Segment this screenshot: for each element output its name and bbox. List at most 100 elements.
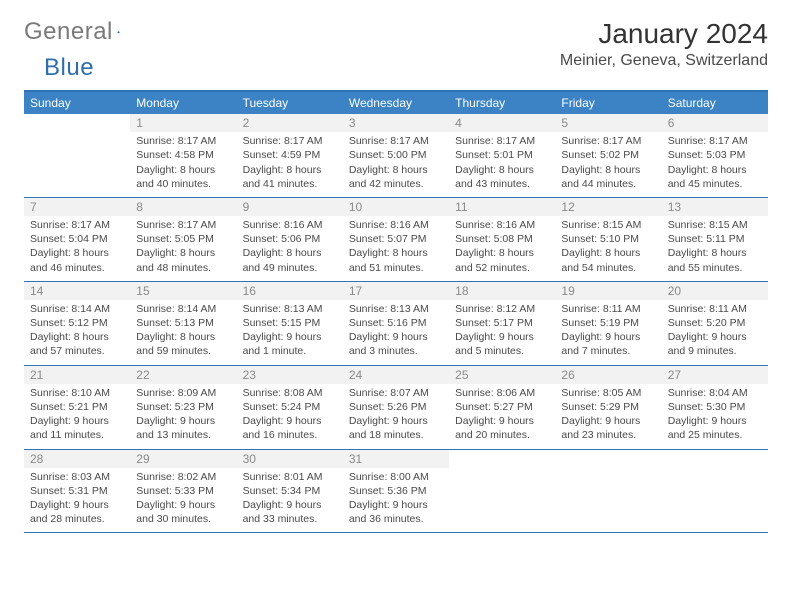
sunset-text: Sunset: 5:36 PM (349, 484, 443, 498)
day-number: 1 (130, 114, 236, 132)
sunrise-text: Sunrise: 8:16 AM (349, 218, 443, 232)
day-cell: 3 Sunrise: 8:17 AMSunset: 5:00 PMDaylight… (343, 114, 449, 197)
day-cell: 30Sunrise: 8:01 AMSunset: 5:34 PMDayligh… (237, 450, 343, 533)
sunrise-text: Sunrise: 8:17 AM (136, 218, 230, 232)
day-number: 15 (130, 282, 236, 300)
sunset-text: Sunset: 5:06 PM (243, 232, 337, 246)
daylight-text: and 43 minutes. (455, 177, 549, 191)
daylight-text: Daylight: 9 hours (243, 498, 337, 512)
day-cell: 5Sunrise: 8:17 AMSunset: 5:02 PMDaylight… (555, 114, 661, 197)
day-cell: 21Sunrise: 8:10 AMSunset: 5:21 PMDayligh… (24, 366, 130, 449)
day-cell: 23 Sunrise: 8:08 AMSunset: 5:24 PMDayligh… (237, 366, 343, 449)
sunrise-text: Sunrise: 8:16 AM (243, 218, 337, 232)
daylight-text: Daylight: 9 hours (455, 414, 549, 428)
daylight-text: Daylight: 8 hours (561, 163, 655, 177)
sunset-text: Sunset: 5:30 PM (668, 400, 762, 414)
day-cell: 12Sunrise: 8:15 AMSunset: 5:10 PMDayligh… (555, 198, 661, 281)
day-cell: 13Sunrise: 8:15 AMSunset: 5:11 PMDayligh… (662, 198, 768, 281)
sunrise-text: Sunrise: 8:04 AM (668, 386, 762, 400)
daylight-text: and 1 minute. (243, 344, 337, 358)
daylight-text: Daylight: 8 hours (243, 163, 337, 177)
day-cell (662, 450, 768, 533)
daylight-text: Daylight: 9 hours (243, 414, 337, 428)
day-number: 3 (343, 114, 449, 132)
sunset-text: Sunset: 5:24 PM (243, 400, 337, 414)
daylight-text: Daylight: 9 hours (136, 498, 230, 512)
sunrise-text: Sunrise: 8:02 AM (136, 470, 230, 484)
sunrise-text: Sunrise: 8:13 AM (243, 302, 337, 316)
sunrise-text: Sunrise: 8:10 AM (30, 386, 124, 400)
daylight-text: Daylight: 8 hours (243, 246, 337, 260)
day-cell: 18Sunrise: 8:12 AMSunset: 5:17 PMDayligh… (449, 282, 555, 365)
daylight-text: Daylight: 9 hours (668, 414, 762, 428)
day-number: 12 (555, 198, 661, 216)
sunset-text: Sunset: 5:20 PM (668, 316, 762, 330)
sunrise-text: Sunrise: 8:14 AM (136, 302, 230, 316)
sunset-text: Sunset: 5:03 PM (668, 148, 762, 162)
sunrise-text: Sunrise: 8:13 AM (349, 302, 443, 316)
daylight-text: Daylight: 9 hours (136, 414, 230, 428)
weekday-header: Saturday (662, 92, 768, 114)
day-cell: 14Sunrise: 8:14 AMSunset: 5:12 PMDayligh… (24, 282, 130, 365)
day-cell: 20Sunrise: 8:11 AMSunset: 5:20 PMDayligh… (662, 282, 768, 365)
sunset-text: Sunset: 5:21 PM (30, 400, 124, 414)
daylight-text: Daylight: 8 hours (455, 163, 549, 177)
day-number: 21 (24, 366, 130, 384)
day-number: 17 (343, 282, 449, 300)
daylight-text: and 18 minutes. (349, 428, 443, 442)
daylight-text: and 40 minutes. (136, 177, 230, 191)
sunrise-text: Sunrise: 8:14 AM (30, 302, 124, 316)
daylight-text: and 51 minutes. (349, 261, 443, 275)
daylight-text: Daylight: 8 hours (455, 246, 549, 260)
daylight-text: and 36 minutes. (349, 512, 443, 526)
logo-text-general: General (24, 18, 113, 46)
daylight-text: and 9 minutes. (668, 344, 762, 358)
sunset-text: Sunset: 5:33 PM (136, 484, 230, 498)
daylight-text: Daylight: 8 hours (349, 246, 443, 260)
day-number: 10 (343, 198, 449, 216)
day-number: 31 (343, 450, 449, 468)
week-row: 1Sunrise: 8:17 AMSunset: 4:58 PMDaylight… (24, 114, 768, 198)
daylight-text: and 52 minutes. (455, 261, 549, 275)
daylight-text: and 46 minutes. (30, 261, 124, 275)
sunset-text: Sunset: 5:13 PM (136, 316, 230, 330)
sunset-text: Sunset: 5:19 PM (561, 316, 655, 330)
daylight-text: Daylight: 9 hours (243, 330, 337, 344)
daylight-text: and 3 minutes. (349, 344, 443, 358)
day-cell: 25Sunrise: 8:06 AMSunset: 5:27 PMDayligh… (449, 366, 555, 449)
sunset-text: Sunset: 5:00 PM (349, 148, 443, 162)
day-number: 5 (555, 114, 661, 132)
daylight-text: and 11 minutes. (30, 428, 124, 442)
weekday-header: Friday (555, 92, 661, 114)
daylight-text: and 33 minutes. (243, 512, 337, 526)
daylight-text: and 25 minutes. (668, 428, 762, 442)
sunrise-text: Sunrise: 8:17 AM (349, 134, 443, 148)
sunset-text: Sunset: 4:59 PM (243, 148, 337, 162)
day-cell: 29Sunrise: 8:02 AMSunset: 5:33 PMDayligh… (130, 450, 236, 533)
day-number: 14 (24, 282, 130, 300)
day-number: 24 (343, 366, 449, 384)
day-number: 7 (24, 198, 130, 216)
daylight-text: Daylight: 8 hours (136, 330, 230, 344)
day-number: 23 (237, 366, 343, 384)
day-number: 27 (662, 366, 768, 384)
day-number: 16 (237, 282, 343, 300)
daylight-text: and 44 minutes. (561, 177, 655, 191)
daylight-text: Daylight: 9 hours (349, 498, 443, 512)
day-cell: 27 Sunrise: 8:04 AMSunset: 5:30 PMDayligh… (662, 366, 768, 449)
daylight-text: Daylight: 8 hours (668, 246, 762, 260)
sunset-text: Sunset: 5:12 PM (30, 316, 124, 330)
sunrise-text: Sunrise: 8:11 AM (561, 302, 655, 316)
daylight-text: Daylight: 8 hours (349, 163, 443, 177)
logo-text-blue: Blue (44, 54, 94, 82)
daylight-text: and 59 minutes. (136, 344, 230, 358)
sunrise-text: Sunrise: 8:17 AM (243, 134, 337, 148)
sunset-text: Sunset: 5:10 PM (561, 232, 655, 246)
daylight-text: Daylight: 8 hours (30, 246, 124, 260)
daylight-text: and 49 minutes. (243, 261, 337, 275)
sunrise-text: Sunrise: 8:08 AM (243, 386, 337, 400)
day-cell: 2Sunrise: 8:17 AMSunset: 4:59 PMDaylight… (237, 114, 343, 197)
month-title: January 2024 (560, 18, 768, 50)
weekday-header: Monday (130, 92, 236, 114)
sunrise-text: Sunrise: 8:15 AM (561, 218, 655, 232)
